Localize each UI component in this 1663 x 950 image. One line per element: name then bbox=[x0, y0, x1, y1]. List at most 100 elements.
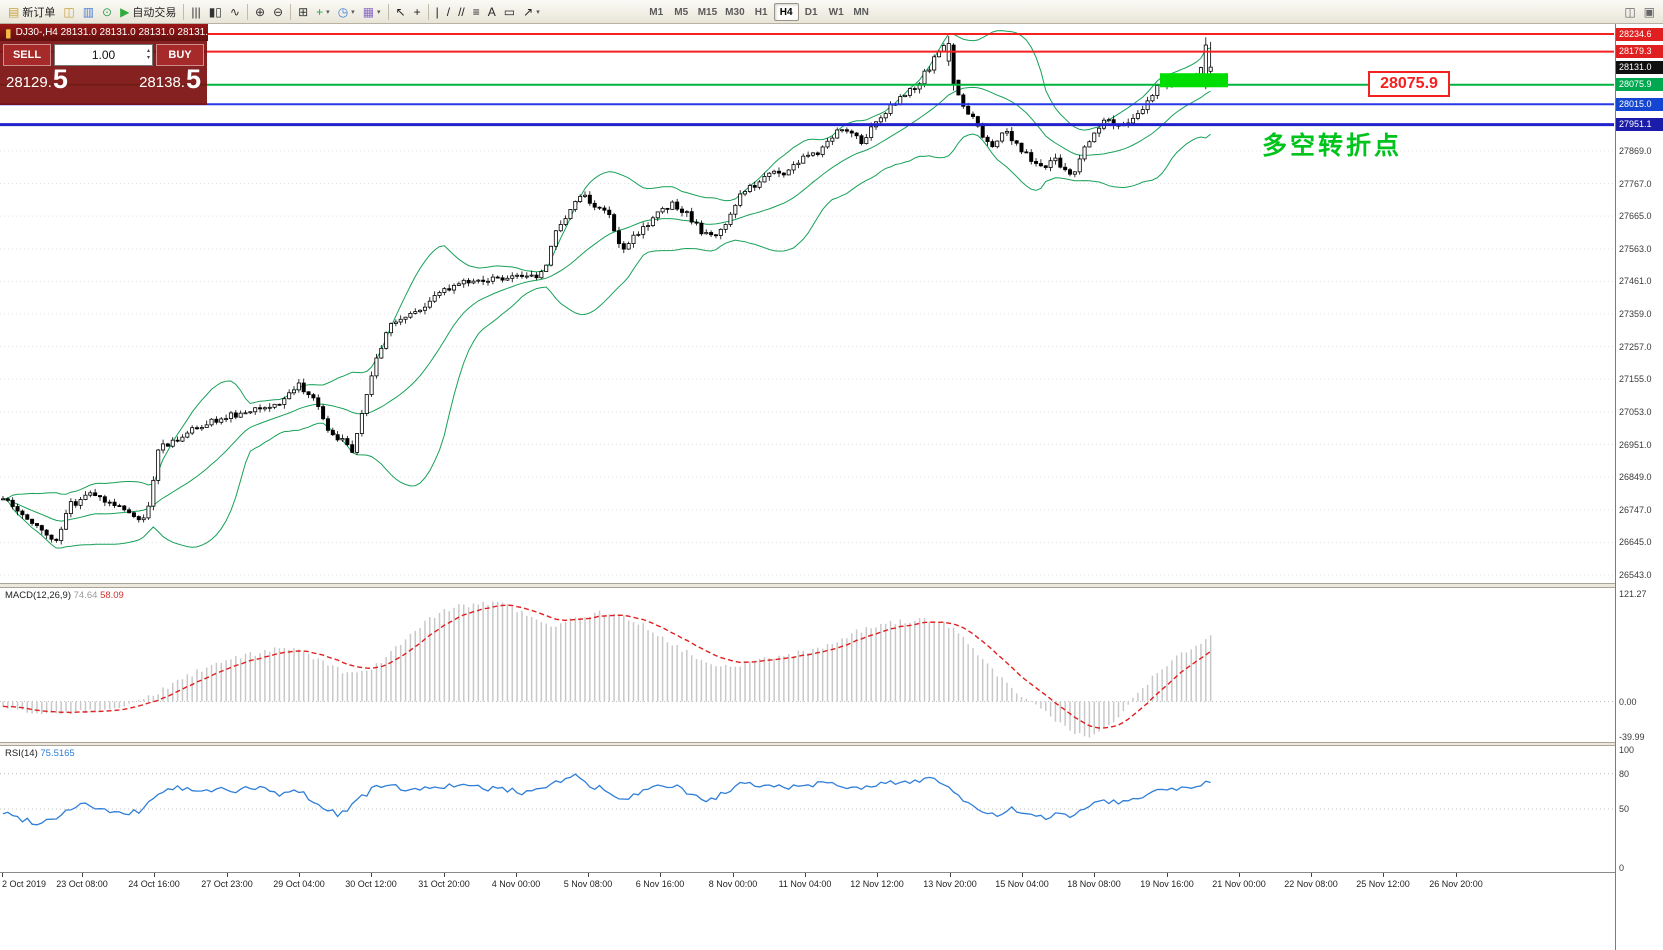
shapes-icon: ↗ bbox=[523, 4, 534, 19]
panel-divider[interactable] bbox=[0, 742, 1663, 746]
timeframe-toolbar: M1 M5 M15 M30 H1 H4 D1 W1 MN bbox=[644, 2, 874, 21]
bar-chart-icon[interactable]: ||| bbox=[187, 2, 204, 22]
timeframe-w1-button[interactable]: W1 bbox=[828, 6, 844, 18]
tile-windows-icon[interactable]: ⊞ bbox=[294, 2, 312, 22]
time-axis-tick bbox=[1456, 873, 1457, 877]
time-axis-tick bbox=[227, 873, 228, 877]
time-axis-tick bbox=[733, 873, 734, 877]
chevron-down-icon: ▾ bbox=[351, 8, 355, 16]
price-grid-label: 26849.0 bbox=[1619, 472, 1652, 483]
volume-down-button[interactable]: ▾ bbox=[146, 55, 150, 61]
price-grid-label: 27665.0 bbox=[1619, 211, 1652, 222]
candlestick-chart-icon: ▮▯ bbox=[208, 4, 222, 19]
buy-button[interactable]: BUY bbox=[156, 44, 204, 66]
time-axis-label: 24 Oct 16:00 bbox=[128, 879, 180, 889]
time-axis-tick bbox=[1167, 873, 1168, 877]
text-tool-icon: A bbox=[487, 4, 496, 19]
time-axis-tick bbox=[877, 873, 878, 877]
price-tag: 28234.6 bbox=[1616, 27, 1663, 41]
vline-tool-icon[interactable]: | bbox=[432, 2, 443, 22]
timeframe-h1-button[interactable]: H1 bbox=[754, 6, 768, 18]
price-tag: 28015.0 bbox=[1616, 97, 1663, 111]
time-axis-label: 31 Oct 20:00 bbox=[418, 879, 470, 889]
timeframe-m5-button[interactable]: M5 bbox=[674, 6, 689, 18]
candlestick-chart-icon[interactable]: ▮▯ bbox=[205, 2, 226, 22]
price-tag: 28179.3 bbox=[1616, 45, 1663, 59]
sell-button[interactable]: SELL bbox=[3, 44, 51, 66]
cursor-tool-icon[interactable]: ↖ bbox=[392, 2, 410, 22]
price-grid-label: 27563.0 bbox=[1619, 243, 1652, 254]
shapes-button[interactable]: ↗ ▾ bbox=[519, 2, 544, 22]
price-axis[interactable]: 27869.0 27767.0 27665.0 27563.0 27461.0 27359… bbox=[1615, 24, 1663, 950]
time-axis-tick bbox=[588, 873, 589, 877]
macd-axis-label: -39.99 bbox=[1619, 732, 1645, 742]
text-tool-icon[interactable]: A bbox=[484, 2, 500, 22]
templates-button[interactable]: ▦ ▾ bbox=[359, 2, 385, 22]
zoom-in-icon: ⊕ bbox=[254, 4, 266, 19]
label-tool-icon[interactable]: ▭ bbox=[500, 2, 519, 22]
cursor-tool-icon: ↖ bbox=[395, 4, 406, 19]
time-axis-tick bbox=[444, 873, 445, 877]
crosshair-tool-icon: + bbox=[413, 4, 421, 19]
price-grid-label: 27257.0 bbox=[1619, 341, 1652, 352]
channel-tool-icon[interactable]: // bbox=[454, 2, 469, 22]
channel-tool-icon: // bbox=[458, 4, 465, 19]
price-grid-label: 27767.0 bbox=[1619, 178, 1652, 189]
line-chart-icon[interactable]: ∿ bbox=[226, 2, 244, 22]
timeframe-m30-button[interactable]: M30 bbox=[725, 6, 745, 18]
price-grid-label: 26747.0 bbox=[1619, 504, 1652, 515]
timeframe-m1-button[interactable]: M1 bbox=[649, 6, 664, 18]
toolbar-separator bbox=[183, 3, 185, 20]
time-axis[interactable]: 2 Oct 2019 23 Oct 08:00 24 Oct 16:00 27 Oct… bbox=[0, 872, 1615, 950]
window-restore-icon[interactable]: ▣ bbox=[1640, 2, 1659, 22]
volume-spinner: ▴ ▾ bbox=[147, 45, 150, 65]
chevron-down-icon: ▾ bbox=[536, 8, 540, 16]
time-axis-label: 25 Nov 12:00 bbox=[1356, 879, 1410, 889]
new-order-button[interactable]: ▤ 新订单 bbox=[4, 2, 59, 22]
trendline-tool-icon: / bbox=[446, 4, 451, 19]
toolbar-separator bbox=[427, 3, 429, 20]
zoom-out-icon: ⊖ bbox=[273, 4, 284, 19]
price-grid-label: 27869.0 bbox=[1619, 145, 1652, 156]
bar-chart-icon: ||| bbox=[191, 4, 201, 19]
new-order-icon: ▤ bbox=[8, 4, 20, 19]
timeframe-mn-button[interactable]: MN bbox=[853, 6, 869, 18]
rsi-axis-label: 100 bbox=[1619, 745, 1635, 755]
window-layout-icon[interactable]: ◫ bbox=[1620, 2, 1639, 22]
indicators-button[interactable]: + ▾ bbox=[312, 2, 334, 22]
panel-divider[interactable] bbox=[0, 583, 1663, 588]
tile-windows-icon: ⊞ bbox=[298, 4, 309, 19]
time-axis-label: 11 Nov 04:00 bbox=[778, 879, 832, 889]
navigator-icon: ⊙ bbox=[102, 4, 113, 19]
chart-title-bar[interactable]: ▮ DJ30-,H4 28131.0 28131.0 28131.0 28131… bbox=[0, 24, 208, 41]
trendline-tool-icon[interactable]: / bbox=[443, 2, 454, 22]
periods-button[interactable]: ◷ ▾ bbox=[334, 2, 359, 22]
market-watch-icon[interactable]: ▥ bbox=[79, 2, 98, 22]
autotrading-button[interactable]: ▶ 自动交易 bbox=[116, 2, 180, 22]
crosshair-tool-icon[interactable]: + bbox=[410, 2, 425, 22]
navigator-icon[interactable]: ⊙ bbox=[98, 2, 116, 22]
volume-input[interactable]: 1.00 ▴ ▾ bbox=[54, 44, 153, 66]
volume-up-button[interactable]: ▴ bbox=[146, 48, 150, 54]
rsi-axis-label: 50 bbox=[1619, 804, 1630, 814]
timeframe-d1-button[interactable]: D1 bbox=[804, 6, 818, 18]
zoom-out-icon[interactable]: ⊖ bbox=[269, 2, 287, 22]
time-axis-tick bbox=[950, 873, 951, 877]
time-axis-label: 21 Nov 00:00 bbox=[1212, 879, 1266, 889]
timeframe-h4-button[interactable]: H4 bbox=[773, 2, 799, 21]
timeframe-m15-button[interactable]: M15 bbox=[697, 6, 718, 18]
vline-tool-icon: | bbox=[435, 4, 439, 19]
zoom-in-icon[interactable]: ⊕ bbox=[251, 2, 269, 22]
chart-window-icon: ▮ bbox=[5, 25, 12, 40]
time-axis-tick bbox=[82, 873, 83, 877]
toolbar-separator bbox=[290, 3, 292, 20]
window-restore-icon: ▣ bbox=[1643, 4, 1655, 19]
toolbar: ▤ 新订单 ◫ ▥ ⊙ ▶ 自动交易 ||| ▮▯ ∿ ⊕ ⊖ ⊞ + ▾ ◷ ▾ ▦ ▾ ↖ + | ///≡ A ▭ ↗ ▾ M1… bbox=[0, 0, 1663, 24]
price-grid-label: 27155.0 bbox=[1619, 374, 1652, 385]
time-axis-label: 8 Nov 00:00 bbox=[708, 879, 758, 889]
time-axis-label: 12 Nov 12:00 bbox=[850, 879, 904, 889]
autotrading-button-label: 自动交易 bbox=[132, 6, 177, 19]
fibonacci-tool-icon[interactable]: ≡ bbox=[469, 2, 484, 22]
chart-profiles-icon[interactable]: ◫ bbox=[59, 2, 78, 22]
